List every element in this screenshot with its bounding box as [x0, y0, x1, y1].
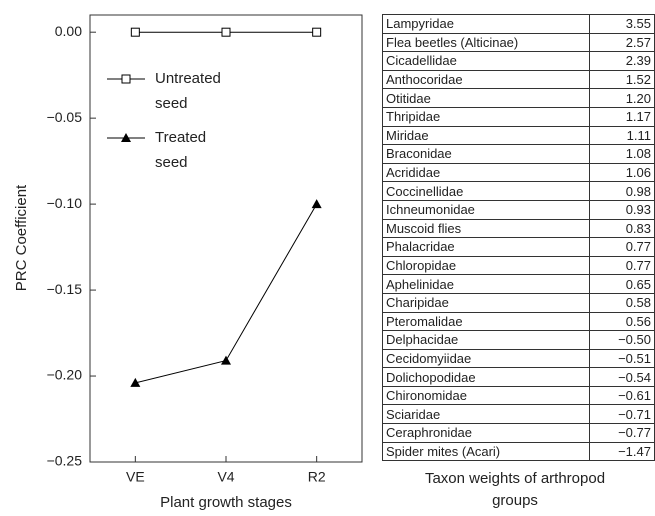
taxon-weight: −0.61 [589, 385, 655, 406]
table-row: Thripidae 1.17 [382, 106, 655, 127]
taxon-weight: −0.54 [589, 367, 655, 387]
taxon-name: Miridae [382, 125, 590, 146]
legend-marker [121, 133, 131, 142]
taxon-name: Dolichopodidae [382, 367, 590, 387]
taxon-name: Braconidae [382, 144, 590, 164]
taxon-name: Otitidae [382, 88, 590, 108]
taxon-name: Cicadellidae [382, 51, 590, 71]
taxon-name: Acrididae [382, 162, 590, 183]
table-row: Spider mites (Acari) −1.47 [382, 441, 655, 462]
table-row: Muscoid flies 0.83 [382, 218, 655, 239]
taxon-weight: 1.17 [589, 106, 655, 127]
taxon-name: Pteromalidae [382, 311, 590, 332]
data-point [312, 27, 322, 37]
taxon-name: Ichneumonidae [382, 199, 590, 220]
taxon-weight: −0.50 [589, 330, 655, 350]
legend-marker [121, 74, 131, 84]
x-axis-label: Plant growth stages [160, 494, 292, 511]
taxon-weight: 0.58 [589, 292, 655, 313]
y-tick-label: −0.20 [47, 367, 83, 383]
taxon-weight: 1.08 [589, 144, 655, 164]
taxon-weight: 3.55 [589, 14, 655, 34]
table-row: Charipidae 0.58 [382, 292, 655, 313]
taxon-weight: −0.77 [589, 423, 655, 443]
taxon-weight: 0.98 [589, 181, 655, 201]
taxon-weight: 1.06 [589, 162, 655, 183]
data-point [221, 27, 231, 37]
taxon-name: Charipidae [382, 292, 590, 313]
taxon-weight: 0.77 [589, 255, 655, 276]
table-row: Chironomidae −0.61 [382, 385, 655, 406]
taxon-name: Sciaridae [382, 404, 590, 425]
table-caption: Taxon weights of arthropod groups [424, 470, 606, 509]
taxon-name: Chironomidae [382, 385, 590, 406]
taxon-name: Delphacidae [382, 330, 590, 350]
table-row: Braconidae 1.08 [382, 144, 655, 164]
taxon-name: Flea beetles (Alticinae) [382, 32, 590, 53]
table-row: Flea beetles (Alticinae) 2.57 [382, 32, 655, 53]
table-row: Anthocoridae 1.52 [382, 69, 655, 90]
taxon-weight: 0.93 [589, 199, 655, 220]
x-tick-label: VE [126, 469, 145, 485]
legend-label: Untreated seed [155, 70, 221, 112]
taxon-name: Anthocoridae [382, 69, 590, 90]
taxon-name: Aphelinidae [382, 274, 590, 294]
y-tick-label: −0.15 [47, 281, 83, 297]
table-row: Chloropidae 0.77 [382, 255, 655, 276]
taxon-name: Phalacridae [382, 237, 590, 257]
taxon-name: Ceraphronidae [382, 423, 590, 443]
table-row: Pteromalidae 0.56 [382, 311, 655, 332]
taxon-name: Chloropidae [382, 255, 590, 276]
data-point [130, 27, 140, 37]
table-row: Phalacridae 0.77 [382, 237, 655, 257]
taxon-table: Lampyridae 3.55 Flea beetles (Alticinae) 2.… [382, 14, 655, 462]
taxon-weight: 2.57 [589, 32, 655, 53]
taxon-name: Muscoid flies [382, 218, 590, 239]
taxon-name: Coccinellidae [382, 181, 590, 201]
table-row: Delphacidae −0.50 [382, 330, 655, 350]
data-point [221, 355, 231, 365]
table-row: Otitidae 1.20 [382, 88, 655, 108]
taxon-weight: −1.47 [589, 441, 655, 462]
data-point [130, 377, 141, 387]
table-row: Aphelinidae 0.65 [382, 274, 655, 294]
y-axis-label: PRC Coefficient [13, 184, 30, 291]
data-point [311, 199, 322, 209]
y-tick-label: −0.10 [47, 195, 83, 211]
x-tick-label: V4 [217, 469, 234, 485]
table-row: Miridae 1.11 [382, 125, 655, 146]
taxon-name: Lampyridae [382, 14, 590, 34]
table-row: Sciaridae −0.71 [382, 404, 655, 425]
taxon-weight: 0.83 [589, 218, 655, 239]
table-row: Acrididae 1.06 [382, 162, 655, 183]
taxon-weight: −0.51 [589, 348, 655, 369]
table-row: Coccinellidae 0.98 [382, 181, 655, 201]
taxon-name: Cecidomyiidae [382, 348, 590, 369]
table-row: Ichneumonidae 0.93 [382, 199, 655, 220]
taxon-weight: 1.52 [589, 69, 655, 90]
chart: PRC Coefficient Plant growth stages 0.00… [13, 14, 363, 511]
x-tick-label: R2 [308, 469, 326, 485]
table-row: Cecidomyiidae −0.51 [382, 348, 655, 369]
table-row: Ceraphronidae −0.77 [382, 423, 655, 443]
taxon-name: Thripidae [382, 106, 590, 127]
y-tick-label: 0.00 [55, 23, 82, 39]
table-row: Lampyridae 3.55 [382, 14, 655, 34]
taxon-weight: 1.11 [589, 125, 655, 146]
taxon-name: Spider mites (Acari) [382, 441, 590, 462]
table-row: Cicadellidae 2.39 [382, 51, 655, 71]
taxon-weight: 0.65 [589, 274, 655, 294]
taxon-weight: 2.39 [589, 51, 655, 71]
legend-label: Treated seed [155, 129, 207, 171]
taxon-weight: −0.71 [589, 404, 655, 425]
taxon-weight: 1.20 [589, 88, 655, 108]
taxon-weight: 0.56 [589, 311, 655, 332]
y-tick-label: −0.05 [47, 109, 83, 125]
taxon-weight: 0.77 [589, 237, 655, 257]
y-tick-label: −0.25 [47, 453, 83, 469]
table-row: Dolichopodidae −0.54 [382, 367, 655, 387]
